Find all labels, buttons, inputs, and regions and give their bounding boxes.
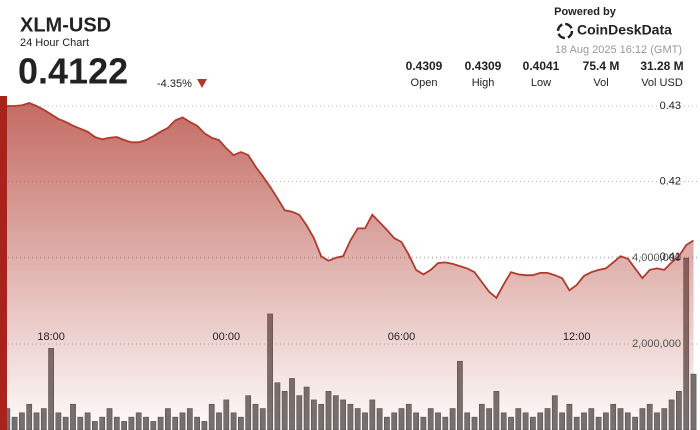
x-tick-label: 12:00 [563, 331, 591, 343]
y-tick-label: 0.41 [660, 251, 681, 263]
symbol: XLM-USD [20, 14, 111, 36]
stat-label: Vol [593, 77, 608, 89]
timestamp: 18 Aug 2025 16:12 (GMT) [555, 44, 682, 56]
brand-logo: CoinDeskData [556, 22, 672, 40]
stat-value: 0.4041 [523, 59, 560, 73]
change: -4.35% [157, 78, 192, 90]
stat-value: 0.4309 [406, 59, 443, 73]
x-tick-label: 06:00 [388, 331, 416, 343]
stat-value: 31.28 M [640, 59, 683, 73]
price-area [0, 103, 694, 430]
y-tick-label: 0.42 [660, 175, 681, 187]
brand: CoinDeskData [577, 22, 672, 38]
stat-value: 75.4 M [583, 59, 620, 73]
down-arrow [197, 79, 207, 88]
stat-label: Vol USD [641, 77, 683, 89]
stat-label: Low [531, 77, 551, 89]
stats: 0.4309 Open 0.4309 High 0.4041 Low 75.4 M Vol 31… [406, 59, 684, 89]
stat-label: High [472, 77, 495, 89]
price: 0.4122 [18, 51, 128, 92]
x-tick-label: 00:00 [213, 331, 241, 343]
x-tick-label: 18:00 [37, 331, 65, 343]
stat-label: Open [411, 77, 438, 89]
y2-tick-label: 4,000,000 [632, 252, 681, 264]
powered-by: Powered by [554, 6, 617, 18]
price-line [0, 102, 694, 300]
subtitle: 24 Hour Chart [20, 37, 89, 49]
y2-tick-label: 2,000,000 [632, 338, 681, 350]
stat-value: 0.4309 [465, 59, 502, 73]
accent-bar [0, 96, 7, 430]
y-tick-label: 0.43 [660, 100, 681, 112]
